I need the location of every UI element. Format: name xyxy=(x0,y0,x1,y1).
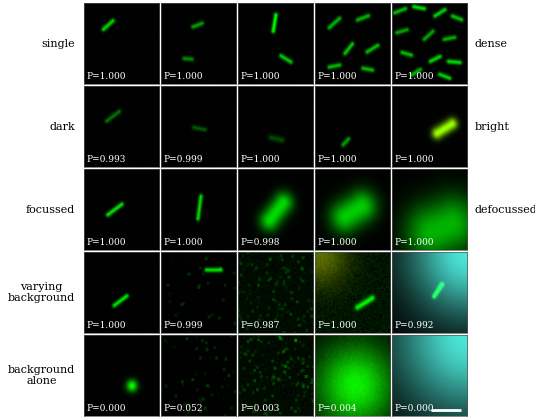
Text: P=0.000: P=0.000 xyxy=(395,404,434,413)
Text: dark: dark xyxy=(49,122,75,132)
Text: varying
background: varying background xyxy=(7,282,75,303)
Text: background
alone: background alone xyxy=(7,365,75,386)
Text: P=0.999: P=0.999 xyxy=(164,155,203,164)
Text: P=1.000: P=1.000 xyxy=(87,72,126,81)
Text: P=0.003: P=0.003 xyxy=(241,404,280,413)
Text: P=1.000: P=1.000 xyxy=(164,72,203,81)
Text: P=0.052: P=0.052 xyxy=(164,404,203,413)
Text: P=1.000: P=1.000 xyxy=(318,72,357,81)
Text: P=0.998: P=0.998 xyxy=(241,238,280,247)
Text: single: single xyxy=(41,39,75,49)
Text: P=0.000: P=0.000 xyxy=(87,404,126,413)
Text: P=1.000: P=1.000 xyxy=(318,321,357,330)
Text: P=1.000: P=1.000 xyxy=(241,155,280,164)
Text: P=1.000: P=1.000 xyxy=(318,238,357,247)
Text: P=1.000: P=1.000 xyxy=(395,238,434,247)
Text: P=1.000: P=1.000 xyxy=(395,72,434,81)
Text: P=1.000: P=1.000 xyxy=(164,238,203,247)
Text: P=1.000: P=1.000 xyxy=(241,72,280,81)
Text: defocussed: defocussed xyxy=(475,204,535,215)
Text: P=1.000: P=1.000 xyxy=(87,321,126,330)
Text: P=1.000: P=1.000 xyxy=(318,155,357,164)
Text: focussed: focussed xyxy=(26,204,75,215)
Text: P=0.999: P=0.999 xyxy=(164,321,203,330)
Text: dense: dense xyxy=(475,39,508,49)
Text: P=0.987: P=0.987 xyxy=(241,321,280,330)
Text: P=0.004: P=0.004 xyxy=(318,404,357,413)
Text: P=0.992: P=0.992 xyxy=(395,321,434,330)
Text: P=1.000: P=1.000 xyxy=(87,238,126,247)
Text: P=0.993: P=0.993 xyxy=(87,155,126,164)
Text: P=1.000: P=1.000 xyxy=(395,155,434,164)
Text: bright: bright xyxy=(475,122,509,132)
